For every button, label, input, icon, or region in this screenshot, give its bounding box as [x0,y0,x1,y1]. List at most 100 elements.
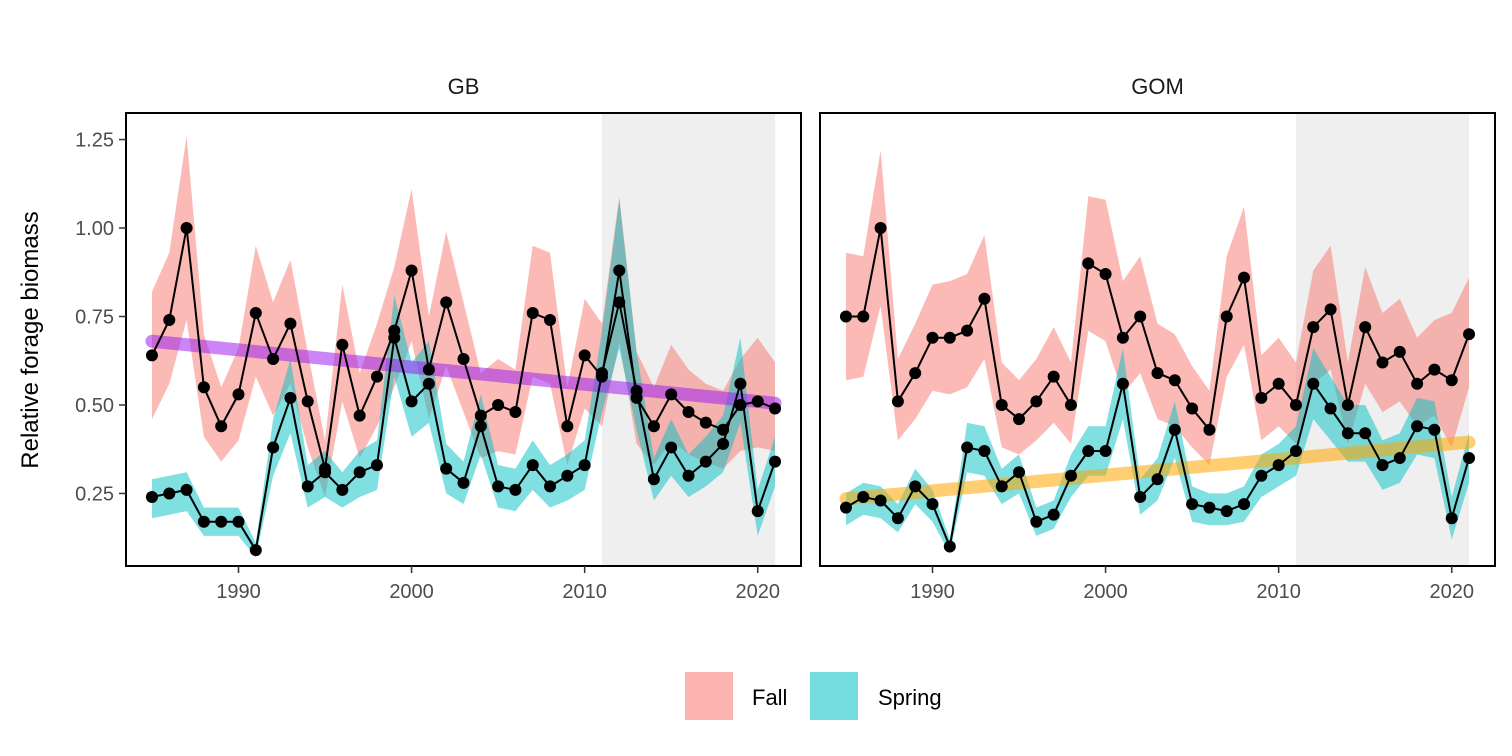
x-tick-label: 2010 [1256,581,1301,603]
spring-point-1992 [961,441,974,454]
fall-point-1996 [1030,395,1043,408]
fall-point-1987 [180,222,193,235]
spring-point-1999 [388,331,401,344]
spring-point-2020 [1445,512,1458,525]
spring-point-2016 [1376,459,1389,472]
spring-point-2006 [1203,501,1216,514]
fall-point-1988 [197,381,210,394]
spring-point-1998 [370,459,383,472]
spring-point-1985 [145,490,158,503]
fall-point-2016 [1376,356,1389,369]
spring-point-1992 [267,441,280,454]
spring-point-1988 [891,512,904,525]
fall-point-2000 [1099,268,1112,281]
fall-point-2015 [665,388,678,401]
x-tick-label: 2000 [1083,581,1128,603]
fall-point-2004 [1168,374,1181,387]
fall-point-1993 [978,292,991,305]
spring-point-1994 [301,480,314,493]
spring-point-2003 [457,476,470,489]
fall-point-2007 [526,306,539,319]
spring-point-1985 [839,501,852,514]
spring-point-1991 [249,544,262,557]
spring-point-2013 [1324,402,1337,415]
facet-panels: GB 1990 2000 2010 2020 0.25 0.50 0.75 1.00 1.25 GO… [75,74,1496,603]
spring-point-1998 [1064,469,1077,482]
fall-point-1998 [1064,398,1077,411]
fall-point-1989 [215,420,228,433]
fall-point-2009 [1255,391,1268,404]
fall-point-2017 [1393,345,1406,358]
spring-point-2002 [1134,490,1147,503]
fall-point-2003 [457,352,470,365]
fall-point-1991 [943,331,956,344]
spring-point-2017 [1393,452,1406,465]
spring-point-2008 [1238,498,1251,511]
fall-point-1987 [874,222,887,235]
fall-point-2020 [751,395,764,408]
spring-point-1994 [995,480,1008,493]
fall-point-1986 [163,314,176,327]
spring-point-2012 [613,296,626,309]
fall-point-1995 [1013,413,1026,426]
fall-point-2008 [544,314,557,327]
spring-point-2017 [699,455,712,468]
spring-point-1997 [353,466,366,479]
spring-point-1993 [284,391,297,404]
spring-point-2003 [1151,473,1164,486]
spring-point-2000 [405,395,418,408]
spring-point-1999 [1082,444,1095,457]
fall-point-2010 [578,349,591,362]
fall-ribbon [846,150,1469,466]
fall-point-1992 [267,352,280,365]
spring-point-2002 [440,462,453,475]
spring-point-2009 [561,469,574,482]
spring-point-2011 [1289,444,1302,457]
spring-point-1987 [874,494,887,507]
x-tick-label: 1990 [216,581,261,603]
panel-gb: GB 1990 2000 2010 2020 0.25 0.50 0.75 1.00 1.25 [75,74,802,603]
legend: Fall Spring [685,672,942,720]
spring-point-2015 [1359,427,1372,440]
spring-point-1997 [1047,508,1060,521]
spring-point-2010 [578,459,591,472]
fall-point-2005 [492,398,505,411]
spring-ribbon [152,199,775,558]
spring-point-2004 [474,420,487,433]
spring-point-1990 [232,515,245,528]
legend-label-spring: Spring [878,685,942,710]
fall-point-1994 [301,395,314,408]
legend-key-spring [810,672,858,720]
spring-point-1986 [163,487,176,500]
y-tick-label: 0.75 [75,306,114,328]
spring-point-1991 [943,540,956,553]
spring-point-2015 [665,441,678,454]
fall-point-1999 [1082,257,1095,270]
y-tick-label: 0.50 [75,395,114,417]
y-tick-label: 1.25 [75,130,114,152]
fall-point-2004 [474,409,487,422]
fall-point-2002 [440,296,453,309]
fall-point-2006 [1203,423,1216,436]
fall-point-1985 [839,310,852,323]
y-tick-label: 1.00 [75,218,114,240]
x-tick-label: 2020 [735,581,780,603]
panel-border [125,112,802,567]
fall-point-2010 [1272,377,1285,390]
fall-point-2019 [1428,363,1441,376]
fall-point-2014 [647,420,660,433]
fall-point-2012 [1307,321,1320,334]
fall-point-2021 [769,402,782,415]
spring-point-2019 [734,377,747,390]
spring-point-2014 [1341,427,1354,440]
spring-point-2014 [647,473,660,486]
spring-point-2016 [682,469,695,482]
fall-point-1993 [284,317,297,330]
x-tick-label: 2020 [1429,581,1474,603]
spring-point-1995 [319,466,332,479]
fall-point-2012 [613,264,626,277]
x-tick-label: 1990 [910,581,955,603]
fall-point-1985 [145,349,158,362]
fall-point-2008 [1238,271,1251,284]
